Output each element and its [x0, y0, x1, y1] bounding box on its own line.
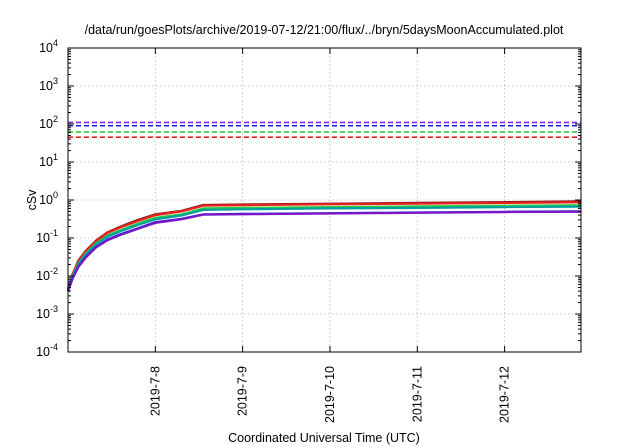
y-tick-label-base: 10: [36, 269, 50, 283]
y-tick-label-base: 10: [39, 193, 53, 207]
y-tick-label: 10-3: [36, 304, 58, 321]
chart-title: /data/run/goesPlots/archive/2019-07-12/2…: [85, 23, 564, 37]
y-tick-label: 10-4: [36, 342, 58, 359]
y-tick-label: 100: [39, 190, 58, 207]
series-line: [66, 201, 582, 290]
y-tick-label: 103: [39, 76, 58, 93]
y-tick-label-base: 10: [39, 41, 53, 55]
y-tick-label: 101: [39, 152, 58, 169]
y-tick-label-exponent: -2: [50, 266, 58, 276]
y-tick-label-exponent: 1: [53, 152, 58, 162]
y-tick-label: 10-1: [36, 228, 58, 245]
x-tick-label: 2019-7-8: [148, 366, 162, 416]
series-line: [66, 210, 582, 292]
y-axis-label: cSv: [25, 189, 39, 211]
y-tick-label-base: 10: [36, 345, 50, 359]
y-tick-label-base: 10: [39, 155, 53, 169]
y-tick-label-exponent: 0: [53, 190, 58, 200]
x-axis-label: Coordinated Universal Time (UTC): [228, 431, 420, 445]
grid: [68, 48, 581, 352]
threshold-lines: [68, 121, 581, 138]
y-tick-label-base: 10: [36, 307, 50, 321]
y-tick-label-base: 10: [36, 231, 50, 245]
x-tick-label: 2019-7-10: [323, 366, 337, 423]
y-tick-label-base: 10: [39, 117, 53, 131]
series-lines: [66, 200, 582, 292]
y-tick-label-exponent: 2: [53, 114, 58, 124]
x-tick-label: 2019-7-9: [236, 366, 250, 416]
y-tick-label: 102: [39, 114, 58, 131]
y-tick-label-exponent: -1: [50, 228, 58, 238]
x-tick-label: 2019-7-12: [498, 366, 512, 423]
y-tick-label-base: 10: [39, 79, 53, 93]
y-tick-label-exponent: -3: [50, 304, 58, 314]
y-tick-label-exponent: -4: [50, 342, 58, 352]
y-tick-label-exponent: 3: [53, 76, 58, 86]
x-axis-ticks: 2019-7-8 2019-7-9 2019-7-10 2019-7-11 2019-7…: [148, 48, 512, 423]
series-line: [66, 205, 582, 291]
y-tick-label-exponent: 4: [53, 38, 58, 48]
x-tick-label: 2019-7-11: [410, 366, 424, 422]
y-tick-label: 10-2: [36, 266, 58, 283]
y-tick-label: 104: [39, 38, 58, 55]
